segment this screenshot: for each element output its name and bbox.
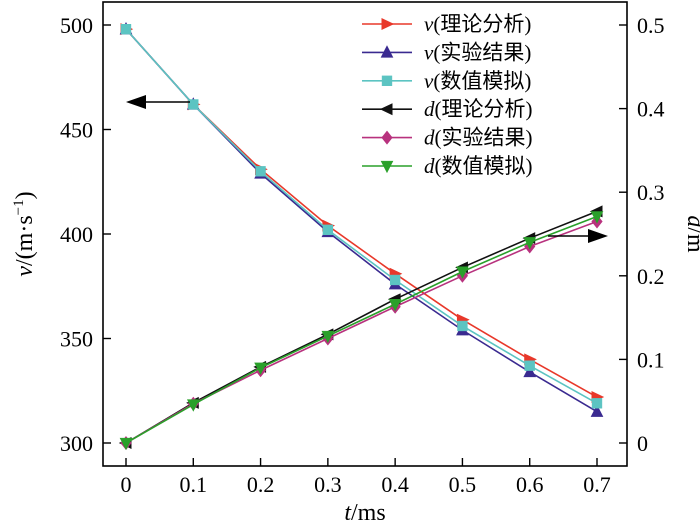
data-point xyxy=(591,398,603,409)
data-point xyxy=(456,266,469,279)
data-point xyxy=(457,320,468,332)
x-tick-label: 0 xyxy=(121,472,132,497)
right-axis-var: d xyxy=(682,215,700,228)
left-axis-title: v/(m·s−1) xyxy=(11,191,38,276)
data-point xyxy=(590,404,604,417)
x-axis-unit: /ms xyxy=(351,500,386,526)
data-point xyxy=(322,224,334,235)
data-point xyxy=(590,211,604,224)
data-point xyxy=(321,330,335,344)
left-axis-close: ) xyxy=(12,191,38,199)
data-point xyxy=(188,99,199,110)
x-axis-title: t/ms xyxy=(344,500,385,526)
data-point xyxy=(255,166,266,177)
legend-label: v(实验结果) xyxy=(424,40,531,64)
y-left-tick-label: 450 xyxy=(60,118,93,143)
legend-var: d xyxy=(424,154,435,178)
legend-var: v xyxy=(424,69,434,93)
right-axis-arrowhead xyxy=(588,229,608,243)
data-point xyxy=(388,299,402,312)
legend-label: v(数值模拟) xyxy=(424,69,531,93)
data-point xyxy=(523,237,537,250)
legend-series-name: (数值模拟) xyxy=(433,69,531,93)
legend-marker xyxy=(381,75,393,86)
legend-label: d(数值模拟) xyxy=(424,154,533,178)
legend-series-name: (数值模拟) xyxy=(435,154,533,178)
data-point xyxy=(120,24,132,35)
left-axis-var: v xyxy=(12,266,38,277)
y-right-tick-label: 0.3 xyxy=(637,180,665,205)
legend-var: d xyxy=(424,126,435,150)
legend-marker xyxy=(380,160,394,174)
data-point xyxy=(523,364,537,378)
y-left-tick-label: 500 xyxy=(60,13,93,38)
legend-series-name: (理论分析) xyxy=(435,97,533,121)
plot-frame xyxy=(102,1,628,467)
legend-series-name: (实验结果) xyxy=(435,126,533,150)
series-3 xyxy=(120,24,603,409)
data-point xyxy=(254,362,267,375)
y-right-tick-label: 0.5 xyxy=(637,13,665,38)
x-tick-label: 0.4 xyxy=(381,472,409,497)
legend-var: d xyxy=(424,97,435,121)
y-right-tick-label: 0.4 xyxy=(637,97,665,122)
legend-var: v xyxy=(424,40,434,64)
data-point xyxy=(119,437,133,451)
data-point xyxy=(186,399,200,412)
legend-marker xyxy=(380,45,394,58)
right-axis-unit: /m xyxy=(682,227,700,253)
y-right-tick-label: 0.1 xyxy=(637,347,665,372)
legend-marker xyxy=(381,130,393,145)
x-tick-label: 0.5 xyxy=(449,472,477,497)
legend-series-name: (实验结果) xyxy=(433,40,531,64)
x-tick-label: 0.1 xyxy=(180,472,208,497)
y-left-tick-label: 350 xyxy=(60,327,93,352)
legend-marker xyxy=(381,18,395,30)
legend-series-name: (理论分析) xyxy=(433,12,531,36)
series-6 xyxy=(119,211,604,451)
left-axis-arrowhead xyxy=(126,95,146,109)
x-tick-label: 0.3 xyxy=(314,472,342,497)
y-left-tick-label: 400 xyxy=(60,222,93,247)
y-right-tick-label: 0 xyxy=(637,431,648,456)
left-axis-exponent: −1 xyxy=(11,199,27,215)
legend-marker xyxy=(379,103,393,116)
y-right-tick-label: 0.2 xyxy=(637,264,665,289)
legend: v(理论分析)v(实验结果)v(数值模拟)d(理论分析)d(实验结果)d(数值模… xyxy=(362,12,533,178)
legend-label: d(实验结果) xyxy=(424,126,533,150)
x-tick-label: 0.6 xyxy=(516,472,544,497)
series-line xyxy=(125,28,598,404)
series-line xyxy=(125,215,598,444)
left-axis-unit: /(m·s xyxy=(12,215,38,266)
data-point xyxy=(524,360,535,371)
series-line xyxy=(125,210,598,444)
data-point xyxy=(389,274,401,286)
legend-label: d(理论分析) xyxy=(424,97,533,121)
y-left-tick-label: 300 xyxy=(60,431,93,456)
x-tick-label: 0.2 xyxy=(247,472,275,497)
x-axis-var: t xyxy=(344,500,352,526)
right-axis-title: d/m xyxy=(682,215,700,253)
x-tick-label: 0.7 xyxy=(583,472,611,497)
legend-var: v xyxy=(424,12,434,36)
legend-label: v(理论分析) xyxy=(424,12,531,36)
